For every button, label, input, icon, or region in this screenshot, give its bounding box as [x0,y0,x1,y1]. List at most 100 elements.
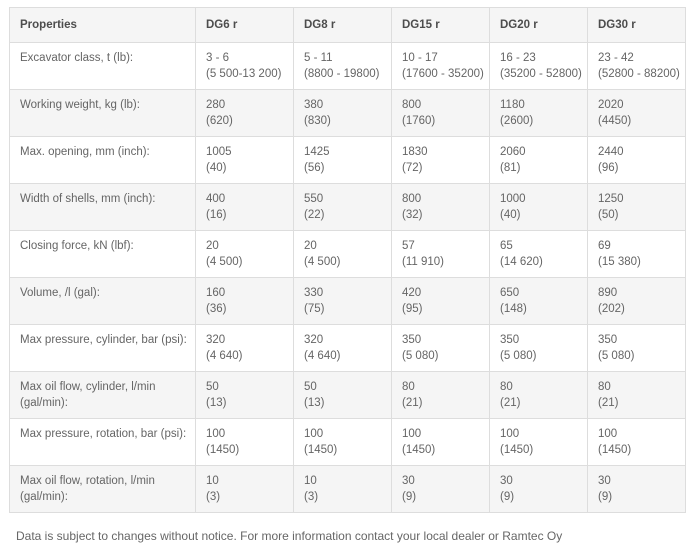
cell-line: 350 [402,334,422,346]
cell-line: (35200 - 52800) [500,68,582,80]
header-row: Properties DG6 r DG8 r DG15 r DG20 r DG30 r [9,7,686,43]
cell-line: 100 [402,428,422,440]
property-label-cell: Max pressure, rotation, bar (psi): [9,418,196,466]
cell-line: 30 [402,475,415,487]
table-row: Max oil flow, cylinder, l/min (gal/min): 5… [9,371,686,419]
model-column-header: DG30 r [587,7,686,43]
value-cell: 2020 (4450) [587,89,686,137]
cell-line: 2060 [500,146,526,158]
cell-line: 890 [598,287,618,299]
table-row: Closing force, kN (lbf): 20 (4 500) 20 (4 50… [9,230,686,278]
property-label-cell: Working weight, kg (lb): [9,89,196,137]
cell-line: (52800 - 88200) [598,68,680,80]
cell-line: Working weight, kg (lb): [20,99,140,111]
table-row: Max pressure, cylinder, bar (psi): 320 (4 … [9,324,686,372]
cell-line: 160 [206,287,226,299]
model-column-header: DG8 r [293,7,392,43]
cell-line: Width of shells, mm (inch): [20,193,156,205]
value-cell: 2060 (81) [489,136,588,184]
cell-line: Max pressure, cylinder, bar (psi): [20,334,187,346]
cell-line: (21) [598,397,619,409]
cell-line: 80 [598,381,611,393]
cell-line: (15 380) [598,256,641,268]
value-cell: 800 (32) [391,183,490,231]
cell-line: Max. opening, mm (inch): [20,146,150,158]
property-label-cell: Max oil flow, cylinder, l/min (gal/min): [9,371,196,419]
value-cell: 890 (202) [587,277,686,325]
value-cell: 50 (13) [195,371,294,419]
cell-line: (620) [206,115,233,127]
cell-line: 10 - 17 [402,52,438,64]
value-cell: 100 (1450) [195,418,294,466]
property-label-cell: Excavator class, t (lb): [9,42,196,90]
value-cell: 280 (620) [195,89,294,137]
value-cell: 100 (1450) [391,418,490,466]
disclaimer-text: Data is subject to changes without notic… [16,529,563,543]
cell-line: (5 500-13 200) [206,68,282,80]
table-row: Excavator class, t (lb): 3 - 6 (5 500-13 2… [9,42,686,90]
cell-line: 1425 [304,146,330,158]
spec-table-body: Excavator class, t (lb): 3 - 6 (5 500-13 2… [9,42,686,513]
cell-line: 650 [500,287,520,299]
cell-line: (4 500) [304,256,341,268]
table-row: Volume, /l (gal): 160 (36) 330 (75) 420 (95) 65… [9,277,686,325]
property-label-cell: Max oil flow, rotation, l/min (gal/min): [9,465,196,513]
value-cell: 1830 (72) [391,136,490,184]
value-cell: 20 (4 500) [293,230,392,278]
value-cell: 350 (5 080) [489,324,588,372]
cell-line: (2600) [500,115,534,127]
value-cell: 400 (16) [195,183,294,231]
cell-line: (50) [598,209,619,221]
cell-line: (9) [402,491,417,503]
cell-line: (36) [206,303,227,315]
cell-line: 65 [500,240,513,252]
cell-line: (9) [598,491,613,503]
cell-line: 380 [304,99,324,111]
cell-line: 550 [304,193,324,205]
table-row: Working weight, kg (lb): 280 (620) 380 (830)… [9,89,686,137]
value-cell: 320 (4 640) [195,324,294,372]
cell-line: 30 [500,475,513,487]
cell-line: (gal/min): [20,397,68,409]
value-cell: 30 (9) [391,465,490,513]
table-row: Max. opening, mm (inch): 1005 (40) 1425 (56)… [9,136,686,184]
cell-line: 30 [598,475,611,487]
value-cell: 30 (9) [587,465,686,513]
value-cell: 350 (5 080) [587,324,686,372]
model-column-header: DG6 r [195,7,294,43]
cell-line: 800 [402,99,422,111]
property-label-cell: Max pressure, cylinder, bar (psi): [9,324,196,372]
cell-line: 3 - 6 [206,52,230,64]
value-cell: 330 (75) [293,277,392,325]
cell-line: (17600 - 35200) [402,68,484,80]
value-cell: 23 - 42 (52800 - 88200) [587,42,686,90]
cell-line: (11 910) [402,256,444,268]
value-cell: 20 (4 500) [195,230,294,278]
cell-line: Max oil flow, rotation, l/min [20,475,155,487]
spec-table: Properties DG6 r DG8 r DG15 r DG20 r DG30 r E… [9,7,686,513]
value-cell: 3 - 6 (5 500-13 200) [195,42,294,90]
cell-line: (81) [500,162,521,174]
cell-line: (32) [402,209,423,221]
cell-line: 100 [304,428,324,440]
cell-line: (13) [206,397,227,409]
value-cell: 65 (14 620) [489,230,588,278]
cell-line: 330 [304,287,324,299]
cell-line: (1760) [402,115,436,127]
cell-line: 1250 [598,193,624,205]
cell-line: Closing force, kN (lbf): [20,240,134,252]
cell-line: (21) [402,397,423,409]
cell-line: 50 [304,381,317,393]
cell-line: (4450) [598,115,632,127]
value-cell: 650 (148) [489,277,588,325]
cell-line: (1450) [206,444,240,456]
cell-line: 100 [206,428,226,440]
value-cell: 10 (3) [293,465,392,513]
cell-line: 80 [402,381,415,393]
value-cell: 160 (36) [195,277,294,325]
cell-line: (13) [304,397,325,409]
value-cell: 2440 (96) [587,136,686,184]
value-cell: 100 (1450) [587,418,686,466]
cell-line: (1450) [304,444,338,456]
cell-line: 320 [206,334,226,346]
